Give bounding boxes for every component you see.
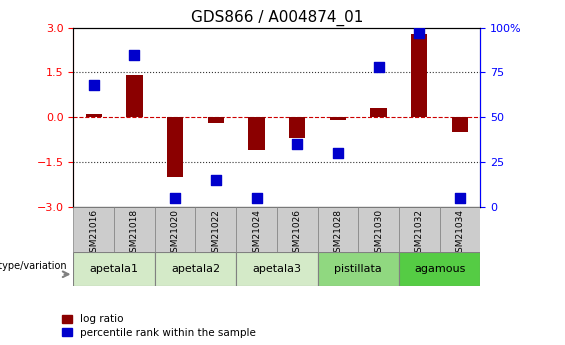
Point bbox=[333, 150, 342, 156]
Title: GDS866 / A004874_01: GDS866 / A004874_01 bbox=[190, 10, 363, 26]
Text: GSM21024: GSM21024 bbox=[252, 209, 261, 258]
Bar bbox=[358, 207, 399, 252]
Point bbox=[374, 64, 383, 70]
Text: GSM21030: GSM21030 bbox=[374, 209, 383, 258]
Point bbox=[211, 177, 220, 183]
Bar bbox=[73, 252, 155, 286]
Bar bbox=[411, 33, 427, 117]
Bar bbox=[330, 117, 346, 120]
Text: GSM21018: GSM21018 bbox=[130, 209, 139, 258]
Point bbox=[293, 141, 302, 147]
Text: GSM21026: GSM21026 bbox=[293, 209, 302, 258]
Text: agamous: agamous bbox=[414, 264, 465, 274]
Bar bbox=[318, 252, 399, 286]
Bar bbox=[289, 117, 305, 138]
Bar bbox=[277, 207, 318, 252]
Text: apetala2: apetala2 bbox=[171, 264, 220, 274]
Bar bbox=[86, 114, 102, 117]
Point bbox=[252, 195, 261, 201]
Bar bbox=[452, 117, 468, 132]
Point bbox=[455, 195, 464, 201]
Bar bbox=[73, 207, 114, 252]
Bar bbox=[167, 117, 183, 177]
Bar bbox=[440, 207, 480, 252]
Bar bbox=[236, 207, 277, 252]
Bar bbox=[155, 252, 236, 286]
Bar bbox=[195, 207, 236, 252]
Text: GSM21028: GSM21028 bbox=[333, 209, 342, 258]
Text: GSM21034: GSM21034 bbox=[455, 209, 464, 258]
Bar bbox=[208, 117, 224, 123]
Text: GSM21022: GSM21022 bbox=[211, 209, 220, 258]
Bar bbox=[236, 252, 318, 286]
Text: GSM21020: GSM21020 bbox=[171, 209, 180, 258]
Point bbox=[130, 52, 139, 57]
Bar bbox=[155, 207, 195, 252]
Bar bbox=[318, 207, 358, 252]
Bar bbox=[127, 76, 142, 117]
Text: genotype/variation: genotype/variation bbox=[0, 261, 68, 270]
Text: apetala1: apetala1 bbox=[90, 264, 138, 274]
Bar bbox=[371, 108, 386, 117]
Point bbox=[89, 82, 98, 88]
Point bbox=[415, 30, 424, 36]
Bar bbox=[399, 252, 480, 286]
Text: apetala3: apetala3 bbox=[253, 264, 301, 274]
Text: GSM21032: GSM21032 bbox=[415, 209, 424, 258]
Text: GSM21016: GSM21016 bbox=[89, 209, 98, 258]
Bar bbox=[114, 207, 155, 252]
Bar bbox=[249, 117, 264, 150]
Bar bbox=[399, 207, 440, 252]
Legend: log ratio, percentile rank within the sample: log ratio, percentile rank within the sa… bbox=[62, 314, 257, 338]
Point bbox=[171, 195, 180, 201]
Text: pistillata: pistillata bbox=[334, 264, 382, 274]
